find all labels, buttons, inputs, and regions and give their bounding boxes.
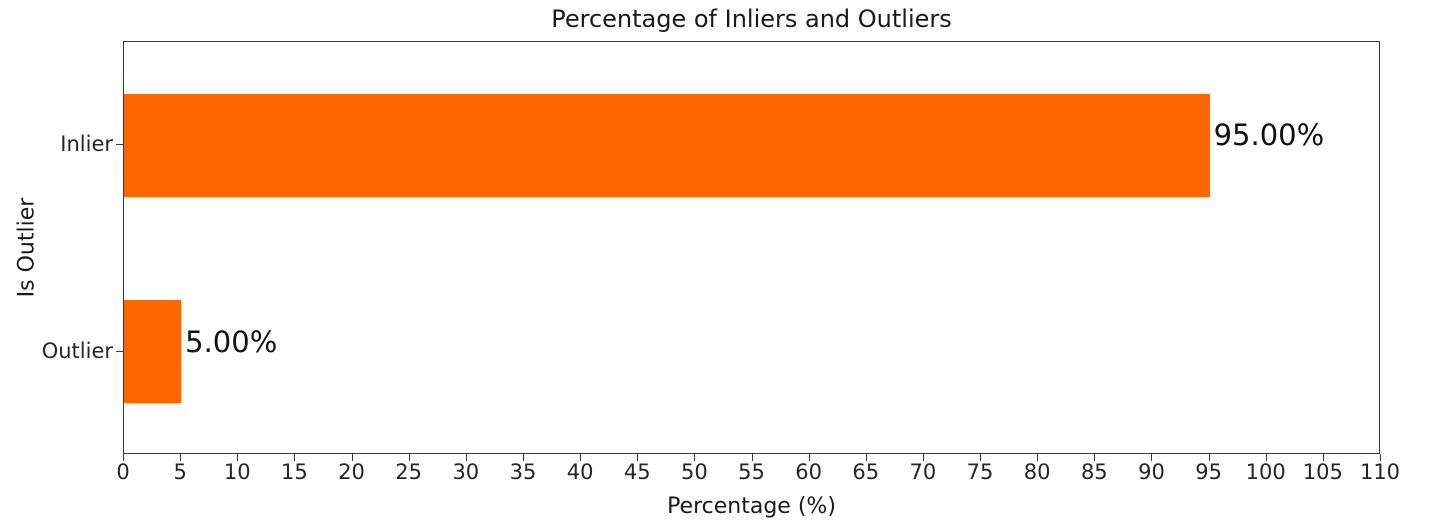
x-tick-label: 10 (223, 460, 251, 484)
x-tick-mark (637, 454, 639, 461)
x-tick-label: 80 (1023, 460, 1051, 484)
x-tick-mark (408, 454, 410, 461)
x-tick-label: 55 (738, 460, 765, 484)
x-tick-label: 0 (116, 460, 130, 484)
x-tick-label: 110 (1359, 460, 1401, 484)
x-tick-mark (580, 454, 582, 461)
y-tick-mark (116, 350, 123, 352)
x-tick-label: 45 (623, 460, 651, 484)
x-tick-mark (1322, 454, 1324, 461)
x-tick-label: 75 (966, 460, 994, 484)
x-tick-mark (980, 454, 982, 461)
x-tick-label: 15 (281, 460, 308, 484)
x-tick-mark (1037, 454, 1039, 461)
x-tick-mark (351, 454, 353, 461)
x-tick-label: 65 (852, 460, 880, 484)
x-tick-mark (1265, 454, 1267, 461)
y-tick-label: Inlier (60, 132, 113, 157)
x-tick-label: 95 (1195, 460, 1222, 484)
x-tick-label: 20 (338, 460, 365, 484)
x-tick-mark (1094, 454, 1096, 461)
x-axis-label: Percentage (%) (667, 494, 836, 519)
x-tick-mark (294, 454, 296, 461)
x-tick-mark (465, 454, 467, 461)
x-tick-mark (237, 454, 239, 461)
x-tick-mark (694, 454, 696, 461)
x-tick-label: 70 (909, 460, 937, 484)
x-tick-mark (808, 454, 810, 461)
x-tick-mark (1151, 454, 1153, 461)
x-tick-label: 85 (1080, 460, 1108, 484)
x-tick-label: 60 (795, 460, 822, 484)
x-tick-mark (751, 454, 753, 461)
y-tick-label: Outlier (41, 338, 113, 363)
x-tick-label: 30 (452, 460, 480, 484)
x-tick-label: 40 (566, 460, 594, 484)
y-axis-label: Is Outlier (14, 197, 40, 298)
plot-area: 95.00% 5.00% (123, 41, 1380, 454)
x-tick-label: 105 (1302, 460, 1343, 484)
x-tick-mark (123, 454, 124, 461)
x-tick-mark (1380, 454, 1381, 461)
bar-outlier (124, 300, 182, 404)
x-tick-label: 5 (173, 460, 187, 484)
x-tick-label: 25 (395, 460, 423, 484)
bar-value-label: 95.00% (1213, 118, 1325, 153)
bar-value-label: 5.00% (185, 324, 278, 359)
x-tick-mark (922, 454, 924, 461)
x-tick-label: 50 (680, 460, 708, 484)
chart-title: Percentage of Inliers and Outliers (551, 5, 952, 33)
bar-inlier (124, 93, 1210, 197)
x-tick-label: 100 (1245, 460, 1286, 484)
x-tick-label: 90 (1138, 460, 1165, 484)
x-tick-label: 35 (509, 460, 537, 484)
x-tick-mark (1208, 454, 1210, 461)
y-tick-mark (116, 144, 123, 146)
x-tick-mark (865, 454, 867, 461)
x-tick-mark (180, 454, 182, 461)
x-tick-mark (522, 454, 524, 461)
